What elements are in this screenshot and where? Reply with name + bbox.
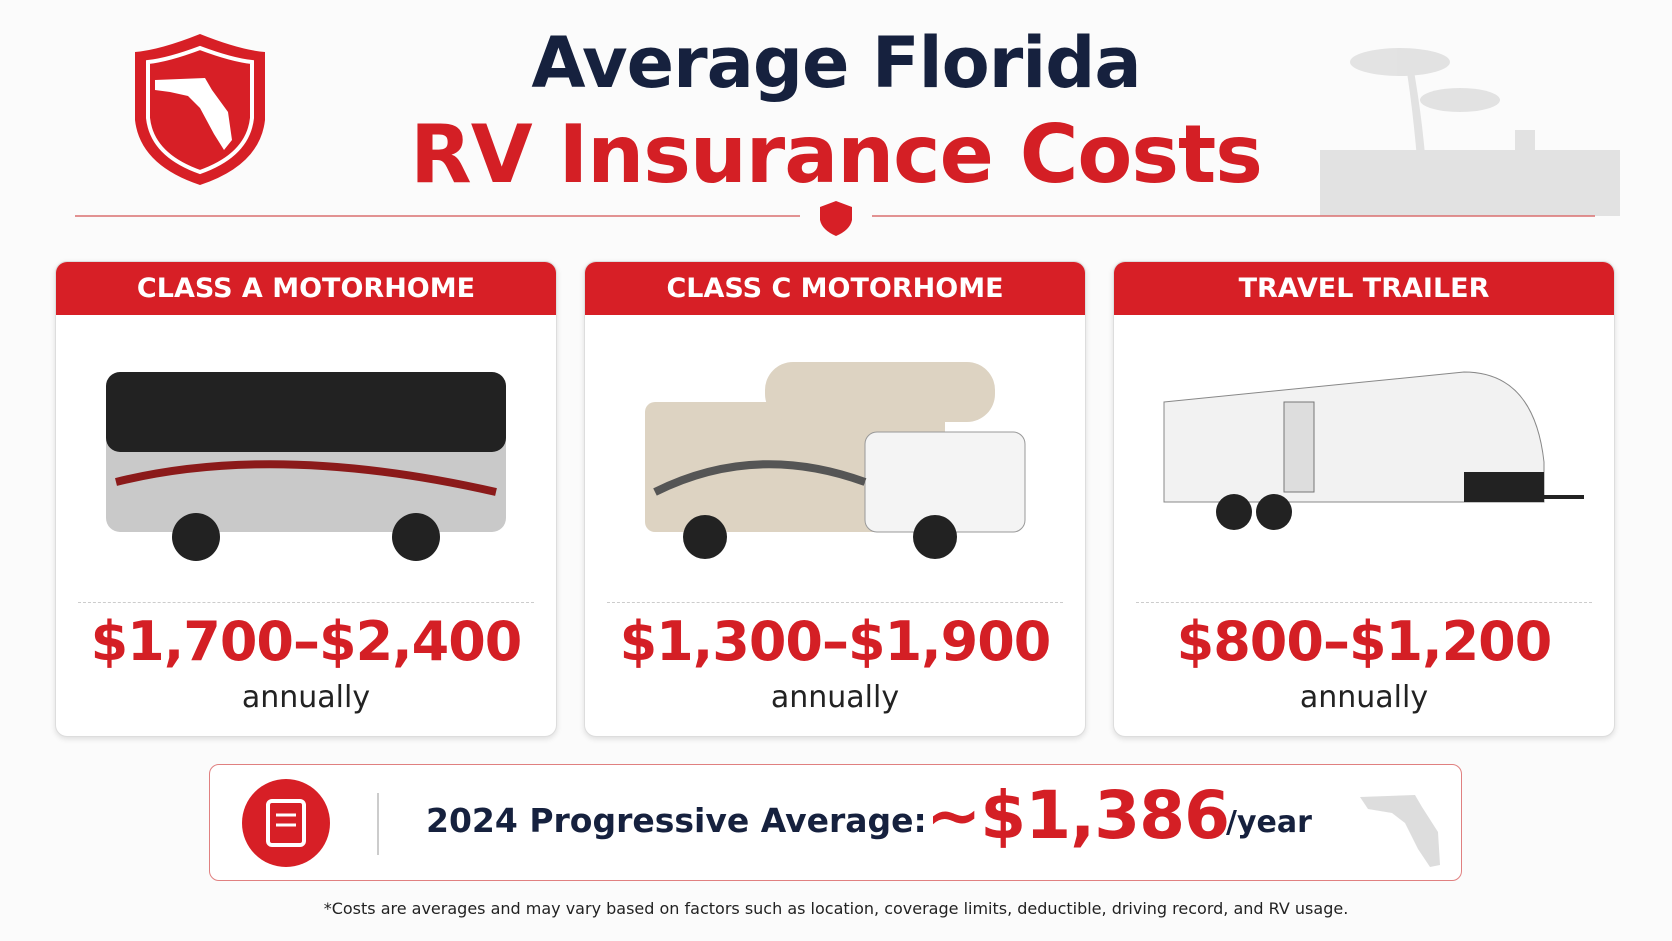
title-line: RV Insurance Costs xyxy=(410,108,1263,201)
period: annually xyxy=(1299,680,1429,715)
card: TRAVEL TRAILER $800–$1,200 annually xyxy=(1113,261,1615,737)
period: annually xyxy=(241,680,371,715)
title-line: Average Florida xyxy=(531,22,1141,104)
summary-label: 2024 Progressive Average: xyxy=(426,801,927,840)
card: CLASS C MOTORHOME $1,300–$1,900 annually xyxy=(584,261,1086,737)
period: annually xyxy=(770,680,900,715)
price: $800–$1,200 xyxy=(1176,610,1553,673)
card-label: CLASS C MOTORHOME xyxy=(585,262,1085,315)
rv-image xyxy=(1163,371,1584,530)
price: $1,700–$2,400 xyxy=(90,610,523,673)
card: CLASS A MOTORHOME $1,700–$2,400 annually xyxy=(55,261,557,737)
summary-banner: 2024 Progressive Average: ~$1,386 /year xyxy=(209,764,1462,881)
summary-value: ~$1,386 xyxy=(926,777,1230,854)
price: $1,300–$1,900 xyxy=(619,610,1052,673)
summary-unit: /year xyxy=(1226,805,1312,840)
banner-icons xyxy=(242,779,1440,867)
card-label: TRAVEL TRAILER xyxy=(1114,262,1614,315)
rv-image xyxy=(106,372,506,561)
rv-image xyxy=(645,362,1026,559)
footnote: *Costs are averages and may vary based o… xyxy=(323,899,1349,918)
card-label: CLASS A MOTORHOME xyxy=(56,262,556,315)
